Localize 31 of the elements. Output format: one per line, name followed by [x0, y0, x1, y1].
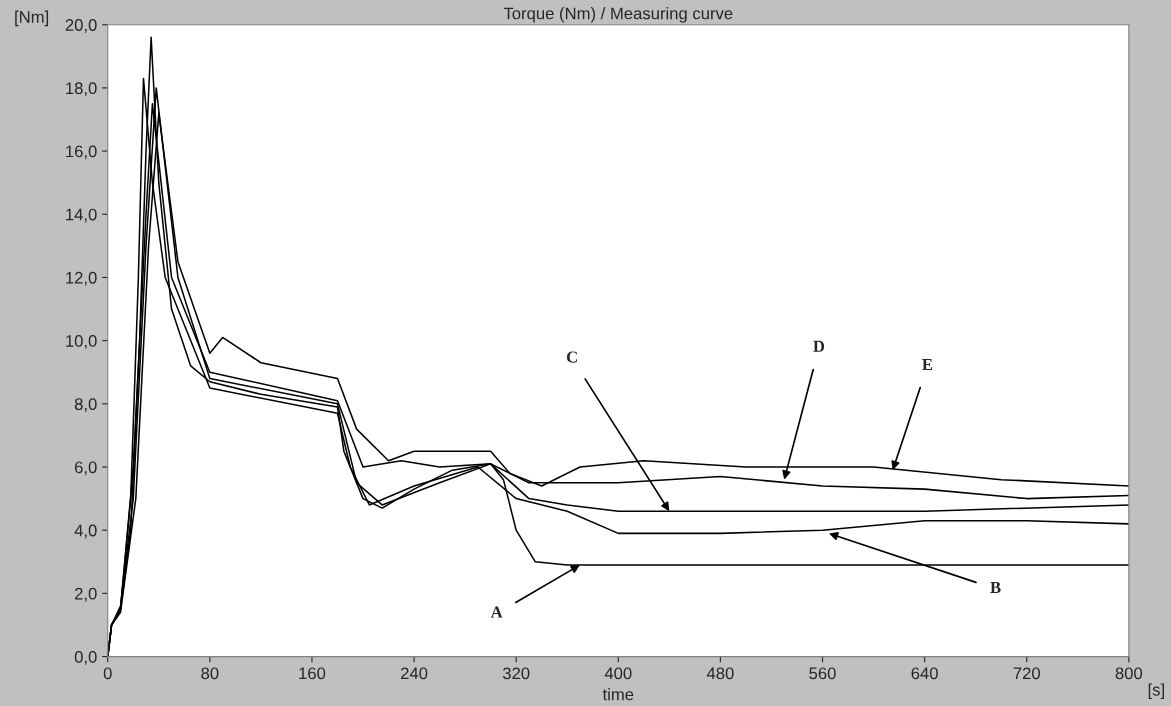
x-tick-label: 720 [1013, 667, 1040, 680]
y-tick-label: 20,0 [65, 19, 97, 33]
y-tick-label: 0,0 [74, 650, 97, 665]
text: [s] [1148, 683, 1164, 699]
x-tick-label: 0 [103, 667, 112, 680]
y-tick-label: 4,0 [74, 524, 97, 539]
chart-title: Torque (Nm) / Measuring curve [503, 7, 733, 23]
x-tick-label: 480 [706, 667, 734, 680]
annotation: B [990, 582, 1001, 593]
x-tick-label: 160 [299, 667, 326, 680]
annotation: E [922, 359, 933, 371]
y-tick-label: 2,0 [74, 587, 97, 602]
y-tick-label: 14,0 [66, 208, 97, 223]
x-tick-label: 240 [401, 667, 428, 680]
y-tick-label: 12,0 [66, 271, 97, 286]
x-tick-label: 800 [1115, 667, 1143, 680]
y-tick-label: 16,0 [66, 145, 97, 160]
x-tick-label: 400 [604, 667, 632, 680]
x-tick-label: 80 [201, 667, 219, 680]
y-axis-title: [Nm] [15, 10, 49, 27]
y-tick-label: 6,0 [75, 461, 97, 476]
annotation: D [813, 340, 825, 352]
y-tick-label: 10,0 [66, 335, 97, 349]
x-tick-label: 560 [809, 667, 836, 680]
annotation: A [490, 606, 503, 618]
y-tick-label: 8,0 [74, 398, 97, 412]
x-axis-title: time [602, 688, 634, 701]
x-tick-label: 640 [911, 667, 938, 680]
x-tick-label: 320 [502, 667, 530, 680]
y-tick-label: 18,0 [66, 82, 97, 97]
annotation: C [566, 351, 577, 363]
